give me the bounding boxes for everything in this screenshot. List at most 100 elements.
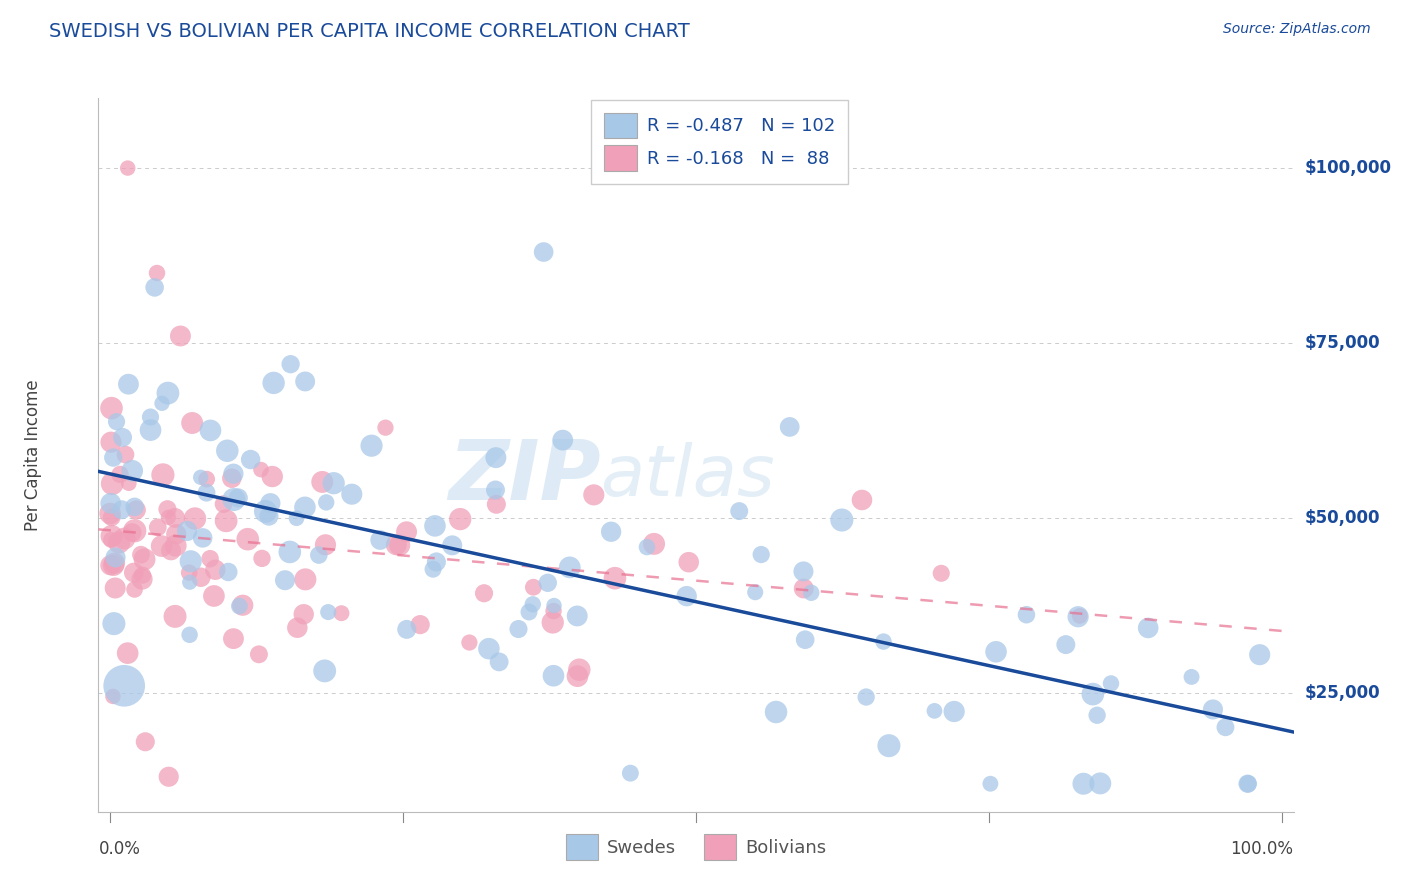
Point xyxy=(217,443,239,458)
Point xyxy=(274,573,297,587)
Point xyxy=(508,622,530,636)
Point xyxy=(204,563,226,577)
Point xyxy=(851,493,873,508)
Point xyxy=(232,599,254,613)
Point xyxy=(385,538,408,552)
Point xyxy=(146,266,169,280)
Point xyxy=(1236,777,1258,791)
Point xyxy=(104,581,127,595)
Point xyxy=(122,566,145,580)
Point xyxy=(125,503,148,517)
Point xyxy=(247,648,270,662)
Point xyxy=(250,462,273,476)
Point xyxy=(103,616,125,631)
Point xyxy=(165,609,187,624)
Point xyxy=(543,669,565,683)
Point xyxy=(374,420,396,434)
Point xyxy=(134,552,156,566)
Point xyxy=(262,469,284,483)
Point xyxy=(139,423,162,437)
Point xyxy=(118,476,141,491)
Point xyxy=(169,329,191,343)
Point xyxy=(184,511,207,525)
Point xyxy=(278,545,301,559)
Point xyxy=(582,488,605,502)
Point xyxy=(190,470,212,484)
Point xyxy=(150,539,173,553)
Point xyxy=(316,605,339,619)
Point xyxy=(285,511,308,525)
Point xyxy=(180,554,202,568)
Point xyxy=(792,565,814,579)
Point xyxy=(250,551,273,566)
Point xyxy=(131,568,153,582)
Point xyxy=(1081,687,1104,701)
Point xyxy=(176,524,198,538)
Point xyxy=(1249,648,1271,662)
Point xyxy=(280,357,302,371)
Point xyxy=(222,467,245,481)
Point xyxy=(156,386,179,401)
Point xyxy=(567,609,589,624)
Point xyxy=(236,532,259,546)
Point xyxy=(134,735,156,749)
Point xyxy=(855,690,877,704)
Point xyxy=(924,704,946,718)
Point xyxy=(311,475,333,489)
Point xyxy=(603,571,626,585)
Point xyxy=(485,497,508,511)
Point xyxy=(1067,609,1090,624)
Point xyxy=(395,623,418,637)
Point xyxy=(744,585,766,599)
Point xyxy=(1180,670,1202,684)
Point xyxy=(1015,607,1038,622)
Point xyxy=(541,615,564,630)
Point xyxy=(425,555,447,569)
Point xyxy=(1090,776,1112,790)
Point xyxy=(190,570,212,584)
Point xyxy=(101,476,124,491)
Point xyxy=(100,529,122,543)
Point xyxy=(292,607,315,622)
Point xyxy=(111,502,134,516)
Text: $50,000: $50,000 xyxy=(1305,508,1381,527)
Point xyxy=(108,535,131,549)
Point xyxy=(360,439,382,453)
Text: ZIP: ZIP xyxy=(447,436,600,516)
Point xyxy=(294,375,316,389)
Point xyxy=(212,497,235,511)
Point xyxy=(117,646,139,660)
Point xyxy=(537,575,560,590)
Point xyxy=(395,524,418,539)
Point xyxy=(315,495,337,509)
Point xyxy=(156,502,179,516)
Point xyxy=(222,632,245,646)
Point xyxy=(165,511,187,525)
Point xyxy=(117,377,139,392)
Point xyxy=(124,582,146,597)
Point xyxy=(226,491,249,505)
Point xyxy=(517,605,540,619)
Point xyxy=(98,507,121,521)
Point xyxy=(114,448,136,462)
Point xyxy=(322,476,344,491)
Point xyxy=(1137,621,1160,635)
Point xyxy=(765,705,787,719)
Point xyxy=(423,519,446,533)
Point xyxy=(150,396,173,410)
Point xyxy=(124,524,146,538)
Point xyxy=(103,558,125,573)
Legend: Swedes, Bolivians: Swedes, Bolivians xyxy=(558,827,834,867)
Point xyxy=(285,621,308,635)
Point xyxy=(294,573,316,587)
Point xyxy=(195,472,218,486)
Point xyxy=(259,496,281,510)
Point xyxy=(943,705,966,719)
Text: $75,000: $75,000 xyxy=(1305,334,1381,352)
Point xyxy=(195,485,218,500)
Point xyxy=(558,560,581,574)
Point xyxy=(877,739,900,753)
Text: $100,000: $100,000 xyxy=(1305,159,1392,178)
Point xyxy=(121,525,143,540)
Point xyxy=(1215,720,1237,734)
